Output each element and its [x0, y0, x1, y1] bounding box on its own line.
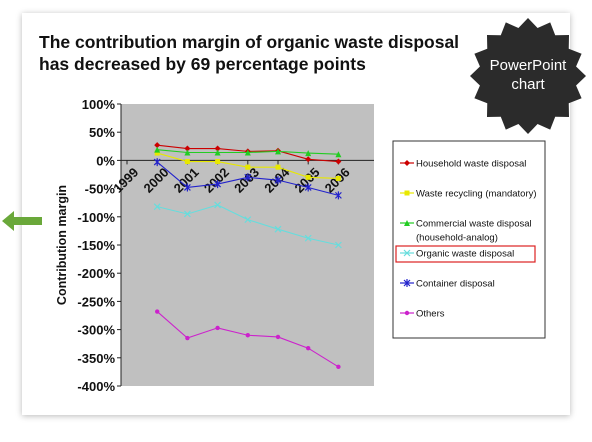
data-point	[306, 346, 311, 351]
y-tick-label: -400%	[77, 379, 115, 394]
legend-item: Waste recycling (mandatory)	[400, 189, 537, 200]
starburst-fill	[470, 18, 586, 134]
data-point	[304, 183, 312, 192]
y-tick-label: -300%	[77, 323, 115, 338]
data-point	[214, 201, 222, 209]
data-point	[336, 364, 341, 370]
data-point	[334, 191, 342, 200]
y-tick-label: -250%	[77, 294, 115, 309]
data-point	[335, 151, 342, 158]
data-point	[214, 145, 221, 152]
y-tick-label: 100%	[82, 97, 116, 112]
slide-title: The contribution margin of organic waste…	[39, 31, 459, 75]
data-point	[153, 203, 161, 211]
y-tick-label: -100%	[77, 210, 115, 225]
data-point	[154, 150, 160, 156]
data-point	[245, 333, 250, 338]
series-3	[153, 201, 342, 249]
badge-line-1: PowerPoint	[489, 57, 567, 74]
legend-label: Organic waste disposal	[416, 249, 514, 260]
title-line-1: The contribution margin of organic waste…	[39, 32, 460, 52]
data-point	[403, 249, 411, 257]
y-tick-label: 50%	[89, 125, 115, 140]
y-tick-label: -200%	[77, 266, 115, 281]
badge-line-2: chart	[511, 76, 545, 93]
data-point	[214, 180, 222, 189]
data-point	[184, 145, 191, 152]
data-point	[305, 156, 312, 163]
data-point	[305, 174, 311, 180]
data-point	[153, 158, 161, 167]
data-point	[275, 148, 281, 155]
data-point	[215, 159, 221, 165]
data-point	[403, 279, 411, 287]
legend-item: Others	[400, 309, 445, 320]
y-axis-title: Contribution margin	[55, 185, 69, 305]
data-point	[275, 334, 281, 340]
data-point	[404, 310, 410, 316]
legend-item: Container disposal	[400, 279, 495, 290]
data-point	[274, 176, 282, 185]
data-point	[404, 160, 410, 166]
data-point	[305, 150, 312, 157]
legend-label: Commercial waste disposal	[416, 219, 532, 230]
left-arrow-icon	[2, 211, 42, 231]
data-point	[245, 164, 251, 170]
series-1	[154, 150, 341, 181]
data-point	[335, 175, 341, 181]
data-point	[154, 142, 161, 149]
data-point	[334, 241, 342, 249]
legend-label: (household-analog)	[416, 233, 498, 244]
data-point	[275, 164, 281, 170]
data-point	[215, 325, 220, 331]
highlight-box	[395, 245, 536, 263]
starburst-shape	[470, 18, 586, 134]
data-point	[404, 220, 410, 226]
series-5	[155, 309, 341, 370]
data-point	[244, 216, 252, 224]
data-point	[185, 335, 190, 341]
legend	[392, 140, 546, 339]
data-point	[304, 234, 312, 242]
data-point	[184, 159, 190, 165]
data-point	[154, 146, 161, 153]
data-point	[183, 210, 191, 218]
data-point	[184, 149, 191, 156]
legend-label: Container disposal	[416, 279, 495, 290]
powerpoint-chart-badge: PowerPoint chart	[468, 16, 588, 136]
legend-label: Household waste disposal	[416, 159, 526, 170]
series-4	[153, 158, 342, 200]
legend-item: Organic waste disposal	[395, 245, 536, 263]
y-tick-label: -350%	[77, 351, 115, 366]
legend-label: Waste recycling (mandatory)	[416, 189, 537, 200]
data-point	[244, 173, 252, 182]
data-point	[274, 225, 282, 233]
data-point	[404, 190, 410, 196]
data-point	[155, 309, 160, 314]
legend-label: Others	[416, 309, 445, 320]
y-tick-label: -150%	[77, 238, 115, 253]
y-tick-label: -50%	[85, 182, 116, 197]
data-point	[335, 158, 342, 165]
data-point	[244, 149, 251, 156]
series-2	[154, 146, 342, 158]
title-line-2: has decreased by 69 percentage points	[39, 54, 366, 74]
legend-item: Household waste disposal	[400, 159, 526, 170]
data-point	[183, 183, 191, 192]
y-tick-label: 0%	[96, 153, 115, 168]
legend-item: Commercial waste disposal (household-anal…	[400, 219, 532, 244]
y-axis-label: Contribution margin	[55, 185, 69, 305]
data-point	[214, 149, 221, 156]
